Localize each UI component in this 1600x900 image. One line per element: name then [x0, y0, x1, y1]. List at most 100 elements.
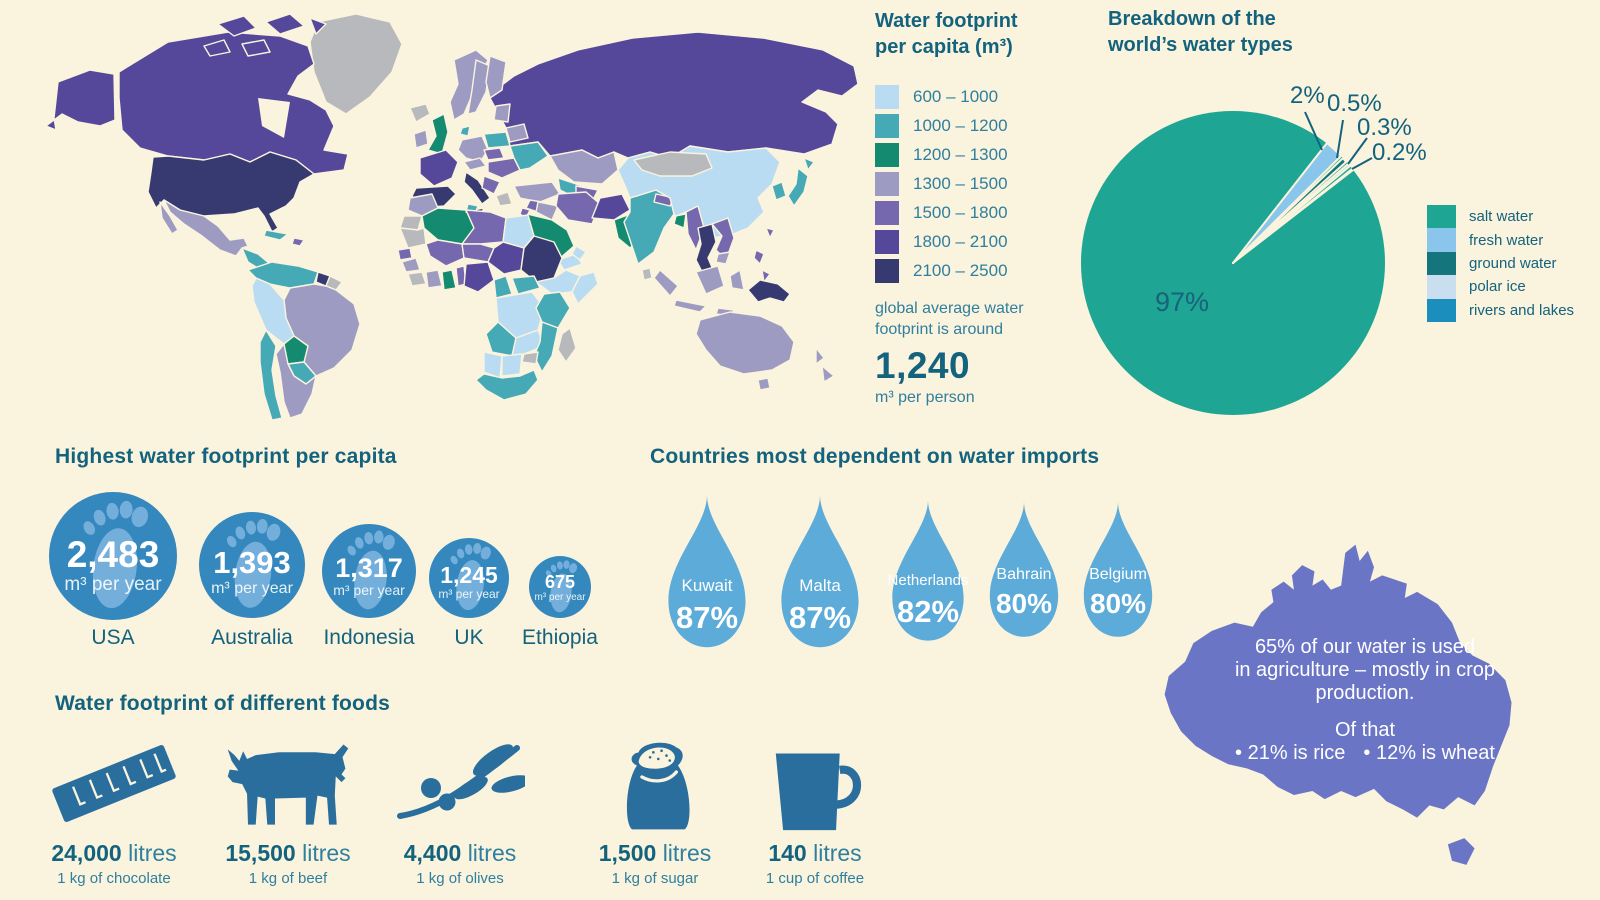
- pie-legend-swatch: [1427, 228, 1456, 252]
- map-region-greenland: [309, 13, 431, 123]
- food-value: 140: [768, 840, 807, 866]
- legend-swatch: [875, 258, 899, 283]
- footprint-circle-australia: 1,393 m³ per year: [199, 512, 305, 618]
- map-region-south-america: [247, 261, 361, 421]
- pie-legend-row: polar ice: [1427, 275, 1574, 299]
- legend-range-label: 1500 – 1800: [913, 202, 1008, 222]
- pie-legend-swatch: [1427, 251, 1456, 276]
- drop-country: Bahrain: [996, 566, 1052, 584]
- legend-range-label: 600 – 1000: [913, 86, 999, 106]
- footprint-icon: [347, 530, 395, 610]
- pie-legend-label: rivers and lakes: [1469, 301, 1575, 319]
- pie-label-ground-water: 0.5%: [1327, 90, 1382, 117]
- legend-range-label: 1800 – 2100: [913, 231, 1008, 251]
- footprint-circle-ethiopia: 675 m³ per year: [529, 556, 591, 618]
- footprint-icon: [450, 543, 491, 611]
- food-label: 1 kg of chocolate: [57, 870, 171, 887]
- pie-legend-row: rivers and lakes: [1427, 298, 1575, 322]
- legend-swatch: [875, 142, 899, 167]
- australia-note: 65% of our water is used in agriculture …: [1205, 636, 1525, 765]
- global-average-note: global average water: [875, 300, 1024, 317]
- food-label: 1 kg of olives: [416, 870, 504, 887]
- pie-callout-lines: [1304, 111, 1373, 170]
- footprint-country-label: Indonesia: [323, 626, 415, 649]
- food-value: 1,500: [598, 840, 657, 866]
- water-drop-icon: [989, 501, 1059, 637]
- legend-range-label: 2100 – 2500: [913, 260, 1008, 280]
- drop-country: Belgium: [1089, 566, 1147, 584]
- legend-swatch: [875, 84, 899, 109]
- imports-section-title: Countries most dependent on water import…: [650, 445, 1100, 468]
- footprint-value: 1,393: [213, 544, 291, 580]
- pie-slice-fresh-water: [1232, 142, 1342, 264]
- food-label: 1 cup of coffee: [765, 870, 865, 887]
- footprint-value: 2,483: [66, 533, 160, 575]
- footprint-unit: m³ per year: [438, 586, 500, 601]
- legend-range-label: 1000 – 1200: [913, 115, 1008, 135]
- legend-range-label: 1300 – 1500: [913, 173, 1008, 193]
- footprint-unit: m³ per year: [534, 592, 586, 604]
- drop-percent: 80%: [1089, 587, 1147, 619]
- legend-range-label: 1200 – 1300: [913, 144, 1008, 164]
- legend-swatch: [875, 113, 899, 138]
- water-types-pie-chart: [1081, 111, 1385, 415]
- coffee-mug-icon: [775, 753, 861, 831]
- footprint-unit: m³ per year: [211, 579, 293, 597]
- chocolate-bar-icon: [52, 745, 176, 822]
- water-drop-icon: [668, 494, 746, 648]
- pie-legend-swatch: [1427, 275, 1456, 299]
- world-map: [45, 13, 859, 421]
- legend-row: 1500 – 1800: [875, 198, 1055, 227]
- footprints-section-title: Highest water footprint per capita: [55, 445, 397, 468]
- drop-percent: 87%: [675, 600, 739, 636]
- global-average-note-line2: footprint is around: [875, 320, 1004, 338]
- food-item-olives: 4,400 litres 1 kg of olives: [365, 724, 555, 887]
- pie-chart-title: Breakdown of the world’s water types: [1108, 8, 1293, 56]
- footprint-country-label: USA: [91, 626, 135, 649]
- water-drop-icon: [1083, 501, 1153, 637]
- footprint-circle-indonesia: 1,317 m³ per year: [322, 524, 416, 618]
- map-region-oceania: [653, 265, 835, 391]
- pie-slice-ground-water: [1232, 157, 1347, 264]
- pie-legend: salt water fresh water ground water pola…: [1427, 205, 1574, 322]
- legend-row: 1200 – 1300: [875, 140, 1055, 169]
- legend-swatch: [875, 171, 899, 196]
- food-unit: litres: [813, 840, 862, 866]
- australia-note-line: production.: [1315, 682, 1415, 704]
- australia-note-line: Of that: [1334, 719, 1396, 741]
- map-legend-title-line2: per capita (m³): [875, 36, 1013, 58]
- water-drop-icon: [781, 494, 859, 648]
- water-drop-kuwait: Kuwait 87%: [654, 488, 760, 658]
- food-value: 4,400: [403, 840, 462, 866]
- legend-row: 1300 – 1500: [875, 169, 1055, 198]
- water-drop-malta: Malta 87%: [767, 488, 873, 658]
- drop-country: Kuwait: [681, 576, 733, 596]
- drop-country: Malta: [799, 576, 841, 596]
- legend-row: 1800 – 2100: [875, 227, 1055, 256]
- pie-legend-swatch: [1427, 298, 1456, 322]
- footprint-country-label: Australia: [211, 626, 293, 649]
- pie-slice-polar-ice: [1232, 163, 1351, 264]
- map-region-europe: [411, 49, 549, 217]
- footprint-country-label: Ethiopia: [522, 626, 598, 649]
- water-drop-netherlands: Netherlands 82%: [879, 492, 977, 652]
- pie-label-fresh-water: 2%: [1290, 82, 1325, 109]
- footprint-value: 1,317: [335, 553, 403, 584]
- footprint-icon: [545, 560, 577, 613]
- drop-country: Netherlands: [887, 572, 969, 589]
- footprint-country-label: UK: [454, 626, 484, 649]
- footprint-unit: m³ per year: [64, 574, 162, 596]
- map-region-east-asia: [617, 145, 815, 289]
- global-average-unit: m³ per person: [875, 388, 975, 406]
- food-item-chocolate: 24,000 litres 1 kg of chocolate: [19, 724, 209, 887]
- pie-label-rivers-lakes: 0.2%: [1372, 139, 1427, 166]
- footprint-circle-usa: 2,483 m³ per year: [49, 492, 177, 620]
- pie-legend-label: salt water: [1469, 208, 1534, 226]
- food-unit: litres: [128, 840, 177, 866]
- australia-wheat-stat: • 12% is wheat: [1363, 742, 1495, 764]
- legend-row: 2100 – 2500: [875, 256, 1055, 285]
- pie-label-polar-ice: 0.3%: [1357, 114, 1412, 141]
- australia-note-line: 65% of our water is used: [1254, 636, 1476, 658]
- food-item-sugar: 1,500 litres 1 kg of sugar: [560, 724, 750, 887]
